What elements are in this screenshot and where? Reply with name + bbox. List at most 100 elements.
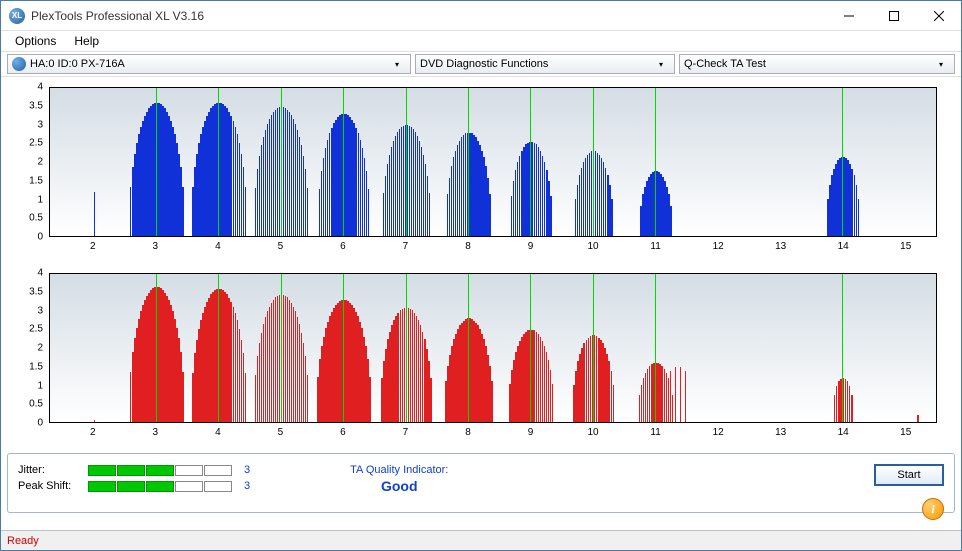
- y-tick: 2.5: [29, 324, 43, 335]
- bar: [917, 415, 919, 422]
- x-tick: 9: [528, 241, 534, 252]
- gridline: [281, 274, 282, 422]
- metric-segment: [175, 481, 203, 492]
- x-tick: 11: [650, 241, 660, 252]
- chevron-down-icon: ▾: [932, 60, 950, 69]
- x-tick: 13: [775, 241, 786, 252]
- x-tick: 2: [90, 427, 96, 438]
- status-text: Ready: [7, 535, 39, 547]
- window-controls: [826, 1, 961, 30]
- gridline: [156, 274, 157, 422]
- close-button[interactable]: [916, 1, 961, 30]
- metric-segment: [204, 465, 232, 476]
- gridline: [406, 88, 407, 236]
- app-icon: XL: [9, 8, 25, 24]
- x-tick: 8: [465, 427, 471, 438]
- app-window: XL PlexTools Professional XL V3.16 Optio…: [0, 0, 962, 551]
- bars-top: [50, 88, 936, 236]
- y-tick: 2: [37, 343, 43, 354]
- maximize-button[interactable]: [871, 1, 916, 30]
- metrics: Jitter: 3 Peak Shift: 3: [18, 464, 250, 492]
- x-tick: 5: [278, 241, 284, 252]
- y-tick: 1: [37, 194, 43, 205]
- gridline: [593, 274, 594, 422]
- test-selector[interactable]: Q-Check TA Test ▾: [679, 54, 955, 74]
- x-tick: 12: [713, 241, 724, 252]
- x-tick: 15: [900, 427, 911, 438]
- gridline: [655, 274, 656, 422]
- x-tick: 10: [587, 427, 598, 438]
- x-tick: 13: [775, 427, 786, 438]
- x-tick: 4: [215, 427, 221, 438]
- menu-help[interactable]: Help: [66, 32, 107, 50]
- x-tick: 12: [713, 427, 724, 438]
- start-button[interactable]: Start: [874, 464, 944, 486]
- y-tick: 1: [37, 380, 43, 391]
- bar: [430, 378, 432, 422]
- x-axis-top: 23456789101112131415: [49, 241, 937, 257]
- bar: [429, 193, 431, 237]
- jitter-row: Jitter: 3: [18, 464, 250, 476]
- bar: [858, 199, 860, 236]
- x-tick: 9: [528, 427, 534, 438]
- y-tick: 0.5: [29, 213, 43, 224]
- menu-options[interactable]: Options: [7, 32, 64, 50]
- bar: [670, 206, 672, 236]
- gridline: [842, 88, 843, 236]
- gridline: [655, 88, 656, 236]
- y-tick: 3.5: [29, 100, 43, 111]
- gridline: [530, 88, 531, 236]
- x-axis-bottom: 23456789101112131415: [49, 427, 937, 443]
- bar: [851, 395, 853, 422]
- gridline: [468, 274, 469, 422]
- x-tick: 11: [650, 427, 660, 438]
- x-tick: 6: [340, 427, 346, 438]
- window-title: PlexTools Professional XL V3.16: [31, 9, 826, 23]
- metric-segment: [146, 481, 174, 492]
- jitter-bar: [88, 465, 232, 476]
- x-tick: 7: [403, 241, 409, 252]
- close-icon: [934, 11, 944, 21]
- bar: [307, 188, 309, 236]
- y-axis-bottom: 00.511.522.533.54: [7, 273, 47, 423]
- y-tick: 0: [37, 232, 43, 243]
- function-selector[interactable]: DVD Diagnostic Functions ▾: [415, 54, 675, 74]
- y-tick: 3: [37, 119, 43, 130]
- y-tick: 4: [37, 268, 43, 279]
- gridline: [468, 88, 469, 236]
- y-tick: 4: [37, 82, 43, 93]
- bars-bottom: [50, 274, 936, 422]
- content-area: 00.511.522.533.54 23456789101112131415 0…: [1, 77, 961, 530]
- chart-bottom: 00.511.522.533.54 23456789101112131415: [7, 267, 955, 447]
- x-tick: 14: [838, 427, 849, 438]
- drive-selector[interactable]: HA:0 ID:0 PX-716A ▾: [7, 54, 411, 74]
- toolbar: HA:0 ID:0 PX-716A ▾ DVD Diagnostic Funct…: [1, 51, 961, 77]
- y-tick: 2: [37, 157, 43, 168]
- gridline: [218, 274, 219, 422]
- drive-selector-text: HA:0 ID:0 PX-716A: [30, 58, 388, 70]
- metric-segment: [204, 481, 232, 492]
- minimize-button[interactable]: [826, 1, 871, 30]
- bar: [94, 420, 96, 422]
- x-tick: 8: [465, 241, 471, 252]
- bar: [94, 192, 96, 236]
- x-tick: 10: [587, 241, 598, 252]
- peakshift-label: Peak Shift:: [18, 480, 80, 492]
- gridline: [156, 88, 157, 236]
- x-tick: 15: [900, 241, 911, 252]
- gridline: [842, 274, 843, 422]
- disc-icon: [12, 57, 26, 71]
- x-tick: 7: [403, 427, 409, 438]
- chart-area-bottom: [49, 273, 937, 423]
- x-tick: 4: [215, 241, 221, 252]
- y-axis-top: 00.511.522.533.54: [7, 87, 47, 237]
- bar: [368, 189, 370, 236]
- quality-value: Good: [381, 478, 418, 494]
- x-tick: 3: [153, 241, 159, 252]
- metric-segment: [88, 481, 116, 492]
- metric-segment: [146, 465, 174, 476]
- y-tick: 2.5: [29, 138, 43, 149]
- test-selector-text: Q-Check TA Test: [684, 58, 932, 70]
- quality-indicator: TA Quality Indicator: Good: [350, 464, 448, 494]
- info-button[interactable]: i: [922, 498, 944, 520]
